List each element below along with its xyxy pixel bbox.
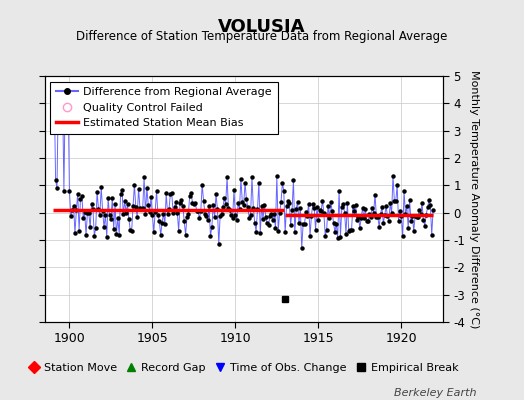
Y-axis label: Monthly Temperature Anomaly Difference (°C): Monthly Temperature Anomaly Difference (… [469, 70, 479, 328]
Legend: Station Move, Record Gap, Time of Obs. Change, Empirical Break: Station Move, Record Gap, Time of Obs. C… [24, 358, 463, 378]
Text: Berkeley Earth: Berkeley Earth [395, 388, 477, 398]
Legend: Difference from Regional Average, Quality Control Failed, Estimated Station Mean: Difference from Regional Average, Qualit… [50, 82, 278, 134]
Text: VOLUSIA: VOLUSIA [219, 18, 305, 36]
Text: Difference of Station Temperature Data from Regional Average: Difference of Station Temperature Data f… [77, 30, 447, 43]
